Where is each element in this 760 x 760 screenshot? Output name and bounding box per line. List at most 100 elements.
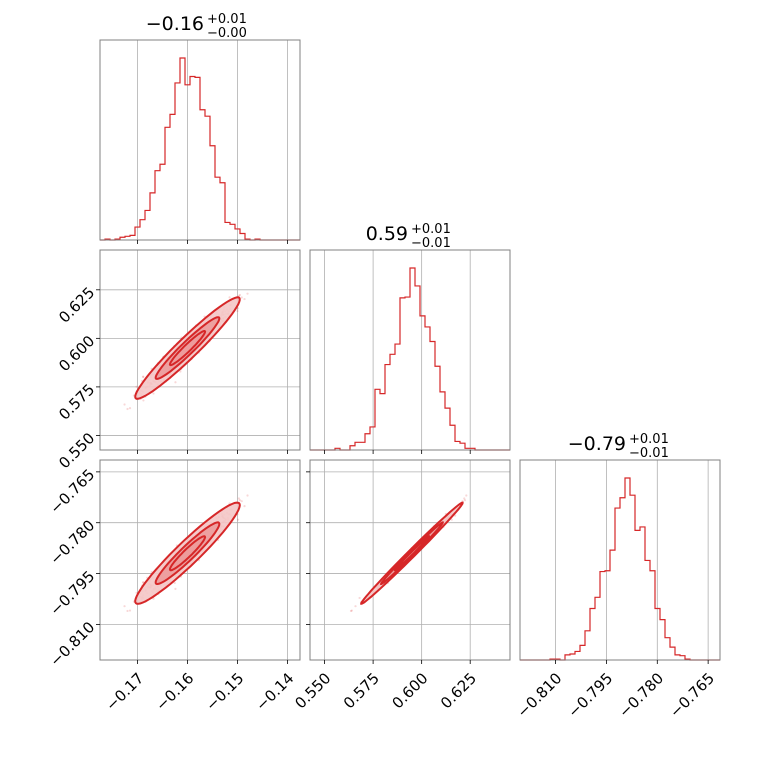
sample-point — [135, 385, 138, 388]
sample-point — [238, 499, 242, 502]
y-tick-label: −0.780 — [46, 516, 98, 568]
contour-line-0 — [134, 296, 241, 400]
title-minus: −0.01 — [411, 236, 451, 251]
sample-point — [179, 370, 182, 373]
x-tick-label: −0.780 — [615, 669, 667, 721]
axis-frame — [519, 459, 721, 661]
sample-point — [237, 294, 240, 297]
contour-line-1 — [154, 521, 221, 585]
title-plus: +0.01 — [629, 432, 669, 447]
contour-line-1 — [154, 316, 221, 380]
title-minus: −0.01 — [629, 446, 669, 461]
histogram-line — [520, 477, 720, 661]
sample-point — [238, 293, 242, 297]
axis-frame — [309, 459, 511, 661]
x-tick-label: −0.15 — [202, 669, 247, 714]
sample-point — [174, 587, 177, 590]
axis-frame — [309, 249, 511, 451]
contour-line-0 — [360, 501, 464, 605]
sample-point — [237, 497, 240, 500]
axis-frame — [99, 39, 301, 241]
sample-point — [142, 399, 145, 402]
x-tick-label: −0.17 — [102, 669, 147, 714]
y-tick-label: −0.765 — [46, 466, 98, 518]
scatter-panel-2-0 — [96, 459, 301, 664]
panels: −0.17 −0.16 −0.15 −0.140.550 0.575 0.600 0.625… — [46, 39, 721, 721]
sample-point — [354, 605, 357, 608]
axis-frame — [99, 249, 301, 451]
title-param-0: −0.16 +0.01 −0.00 — [146, 12, 247, 41]
sample-point — [126, 609, 129, 613]
sample-point — [243, 505, 246, 508]
y-tick-label: 0.550 — [55, 429, 98, 472]
x-tick-label: −0.765 — [666, 669, 718, 721]
sample-point — [240, 296, 243, 299]
sample-point — [152, 392, 155, 395]
sample-point — [465, 494, 468, 497]
sample-point — [350, 609, 353, 612]
x-tick-label: 0.600 — [388, 669, 431, 712]
x-tick-label: 0.625 — [437, 669, 480, 712]
sample-point — [173, 581, 176, 585]
sample-point — [240, 500, 243, 503]
title-param-2: −0.79 +0.01 −0.01 — [568, 432, 669, 461]
hist-panel-1 — [309, 249, 511, 454]
sample-point — [463, 497, 466, 500]
title-value: −0.79 — [568, 433, 626, 455]
y-tick-label: 0.625 — [55, 283, 98, 326]
sample-point — [128, 609, 132, 612]
x-tick-label: −0.16 — [152, 669, 197, 714]
x-tick-label: −0.795 — [564, 669, 616, 721]
title-param-1: 0.59 +0.01 −0.01 — [366, 222, 451, 251]
sample-point — [246, 292, 249, 295]
y-tick-label: 0.575 — [55, 381, 98, 424]
axis-frame — [99, 459, 301, 661]
x-tick-label: −0.810 — [514, 669, 566, 721]
scatter-panel-1-0 — [96, 249, 301, 454]
x-tick-label: 0.575 — [340, 669, 383, 712]
x-tick-label: 0.550 — [291, 669, 334, 712]
y-tick-label: −0.810 — [46, 618, 98, 670]
sample-point — [142, 375, 145, 379]
sample-point — [463, 499, 467, 502]
contour-line-2 — [393, 535, 430, 572]
title-plus: +0.01 — [207, 12, 247, 27]
sample-point — [236, 518, 240, 521]
y-tick-label: 0.600 — [55, 332, 98, 375]
sample-point — [126, 407, 129, 411]
histogram-line — [310, 267, 510, 451]
sample-point — [454, 514, 457, 517]
contour-line-0 — [134, 501, 241, 605]
sample-point — [142, 375, 145, 378]
sample-point — [174, 381, 177, 384]
title-minus: −0.00 — [207, 26, 247, 41]
sample-point — [152, 597, 155, 600]
sample-point — [128, 407, 132, 410]
sample-point — [358, 596, 361, 600]
y-tick-label: −0.795 — [46, 567, 98, 619]
hist-panel-0 — [99, 39, 301, 244]
contour-line-2 — [168, 330, 207, 367]
contour-fill-2 — [169, 331, 206, 366]
sample-point — [228, 296, 231, 299]
contour-line-1 — [380, 521, 444, 585]
sample-point — [236, 307, 240, 310]
scatter-panel-2-1 — [306, 459, 511, 664]
sample-point — [349, 609, 353, 613]
histogram-line — [100, 57, 300, 241]
hist-panel-2 — [519, 459, 721, 664]
title-value: 0.59 — [366, 223, 408, 245]
contour-fill-2 — [169, 536, 206, 571]
sample-point — [142, 581, 145, 584]
contour-line-2 — [168, 535, 207, 572]
sample-point — [246, 494, 249, 497]
title-plus: +0.01 — [411, 222, 451, 237]
sample-point — [123, 403, 126, 406]
title-value: −0.16 — [146, 13, 204, 35]
sample-point — [236, 309, 239, 313]
sample-point — [123, 605, 126, 608]
x-tick-label: −0.14 — [252, 669, 297, 714]
sample-point — [243, 297, 246, 301]
sample-point — [450, 518, 453, 521]
